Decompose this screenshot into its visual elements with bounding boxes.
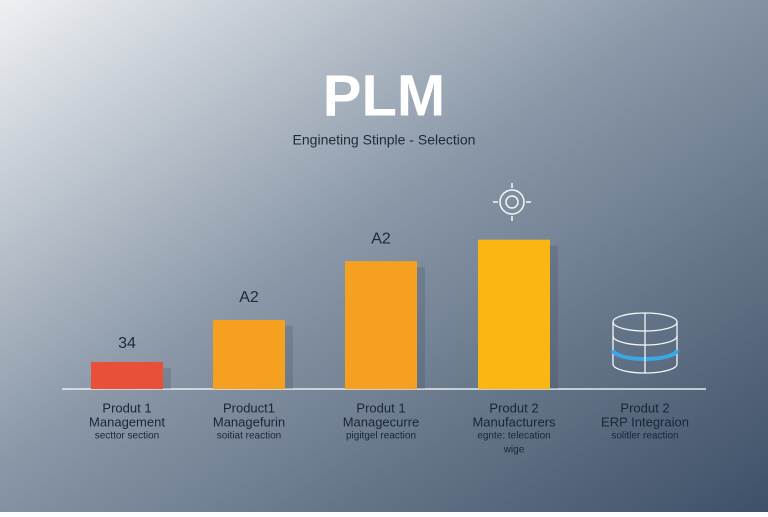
bar bbox=[345, 261, 417, 389]
x-tick-label: ERP Integraion bbox=[601, 414, 689, 429]
annotation: A2 bbox=[371, 230, 391, 247]
database-icon bbox=[611, 312, 679, 374]
x-tick-label: Produt 2 bbox=[489, 400, 538, 415]
x-tick-label: Managecurre bbox=[343, 414, 420, 429]
x-tick-label: Produt 1 bbox=[356, 400, 405, 415]
chart-title: PLM bbox=[323, 63, 445, 128]
bar bbox=[91, 362, 163, 389]
x-tick-label: Manufacturers bbox=[472, 414, 556, 429]
chart-subtitle: Engineting Stinple - Selection bbox=[293, 132, 476, 148]
x-tick-label: pigitgel reaction bbox=[346, 431, 416, 442]
x-tick-label: solitler reaction bbox=[611, 431, 678, 442]
x-tick-label: egnte: telecation bbox=[477, 431, 550, 442]
bar bbox=[478, 239, 550, 389]
x-tick-label: Product1 bbox=[223, 400, 275, 415]
x-tick-label: Managefurin bbox=[213, 414, 285, 429]
x-tick-label: soitiat reaction bbox=[217, 431, 281, 442]
annotation: A2 bbox=[239, 289, 259, 306]
bar bbox=[213, 319, 285, 389]
gear-icon bbox=[493, 183, 531, 221]
value-label: 34 bbox=[118, 335, 136, 352]
x-tick-label: Produt 1 bbox=[102, 400, 151, 415]
x-tick-label: secttor section bbox=[95, 431, 159, 442]
x-tick-label: wige bbox=[503, 445, 525, 456]
x-tick-label: Produt 2 bbox=[620, 400, 669, 415]
x-tick-label: Management bbox=[89, 414, 165, 429]
